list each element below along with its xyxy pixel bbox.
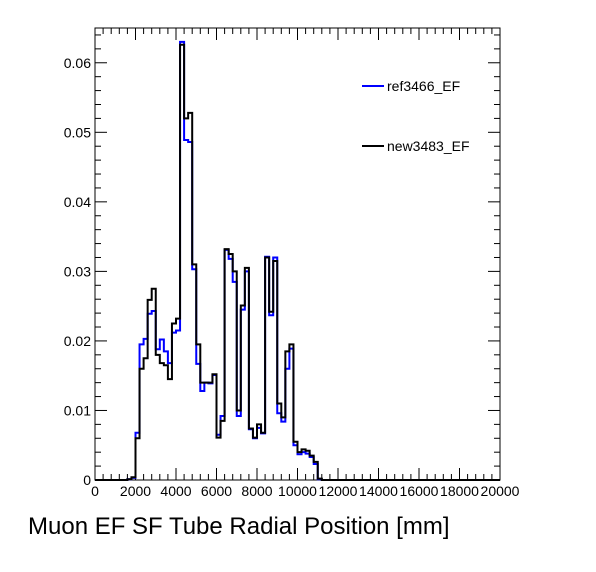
y-tick-label: 0.02 <box>64 333 91 349</box>
y-tick-label: 0 <box>83 472 91 488</box>
x-tick-label: 10000 <box>278 483 317 499</box>
legend-label-0: ref3466_EF <box>387 78 460 94</box>
y-tick-label: 0.04 <box>64 194 91 210</box>
x-axis-label: Muon EF SF Tube Radial Position [mm] <box>28 513 450 540</box>
x-tick-label: 0 <box>91 483 99 499</box>
x-tick-label: 14000 <box>359 483 398 499</box>
x-tick-label: 18000 <box>440 483 479 499</box>
x-tick-label: 6000 <box>201 483 232 499</box>
x-tick-label: 12000 <box>319 483 358 499</box>
x-tick-label: 16000 <box>400 483 439 499</box>
x-tick-label: 20000 <box>481 483 520 499</box>
legend: ref3466_EF new3483_EF <box>362 78 470 154</box>
x-tick-labels: 0 2000 4000 6000 8000 10000 12000 14000 16000 180… <box>91 483 520 499</box>
y-tick-label: 0.05 <box>64 124 91 140</box>
y-tick-label: 0.03 <box>64 263 91 279</box>
x-tick-label: 8000 <box>241 483 272 499</box>
legend-label-1: new3483_EF <box>387 138 470 154</box>
y-tick-label: 0.01 <box>64 402 91 418</box>
plot-frame <box>94 27 501 481</box>
x-tick-label: 2000 <box>120 483 151 499</box>
series-line-0 <box>95 40 500 481</box>
y-tick-label: 0.06 <box>64 55 91 71</box>
y-tick-labels: 0 0.01 0.02 0.03 0.04 0.05 0.06 <box>64 55 91 488</box>
x-tick-label: 4000 <box>160 483 191 499</box>
series-layer <box>95 40 500 481</box>
series-line-1 <box>95 43 500 481</box>
